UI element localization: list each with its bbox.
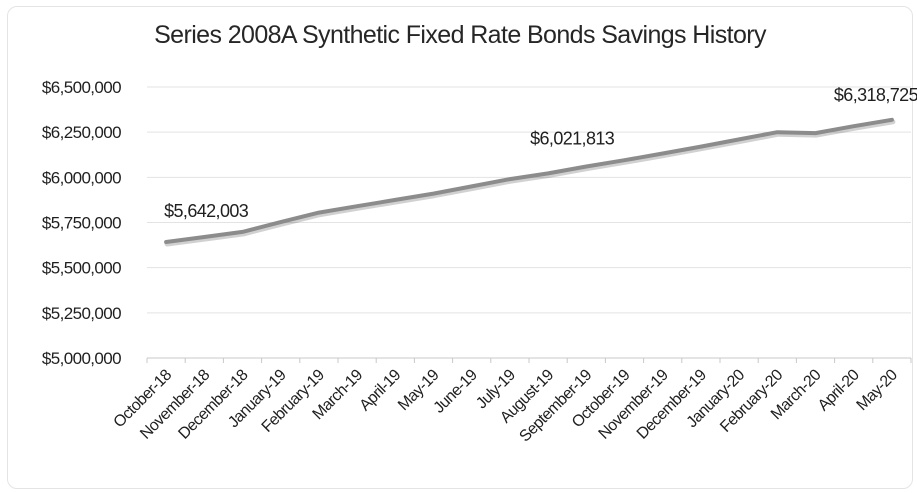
x-tick-label: April-19 [357, 366, 405, 414]
y-tick-label: $5,500,000 [42, 259, 121, 278]
data-label: $6,021,813 [530, 128, 615, 148]
chart-title: Series 2008A Synthetic Fixed Rate Bonds … [154, 21, 766, 49]
series-line [164, 117, 894, 244]
y-tick-label: $6,500,000 [42, 78, 121, 97]
y-tick-label: $6,000,000 [42, 168, 121, 187]
x-tick-label: April-20 [815, 366, 863, 414]
y-tick-label: $5,750,000 [42, 214, 121, 233]
y-tick-label: $5,250,000 [42, 304, 121, 323]
y-tick-label: $6,250,000 [42, 123, 121, 142]
data-label: $5,642,003 [164, 201, 249, 221]
series-line-shadow [164, 119, 896, 247]
x-tick-label: May-20 [854, 366, 902, 414]
y-tick-label: $5,000,000 [42, 349, 121, 368]
data-label: $6,318,725 [834, 85, 917, 105]
x-tick-label: June-19 [431, 366, 481, 416]
